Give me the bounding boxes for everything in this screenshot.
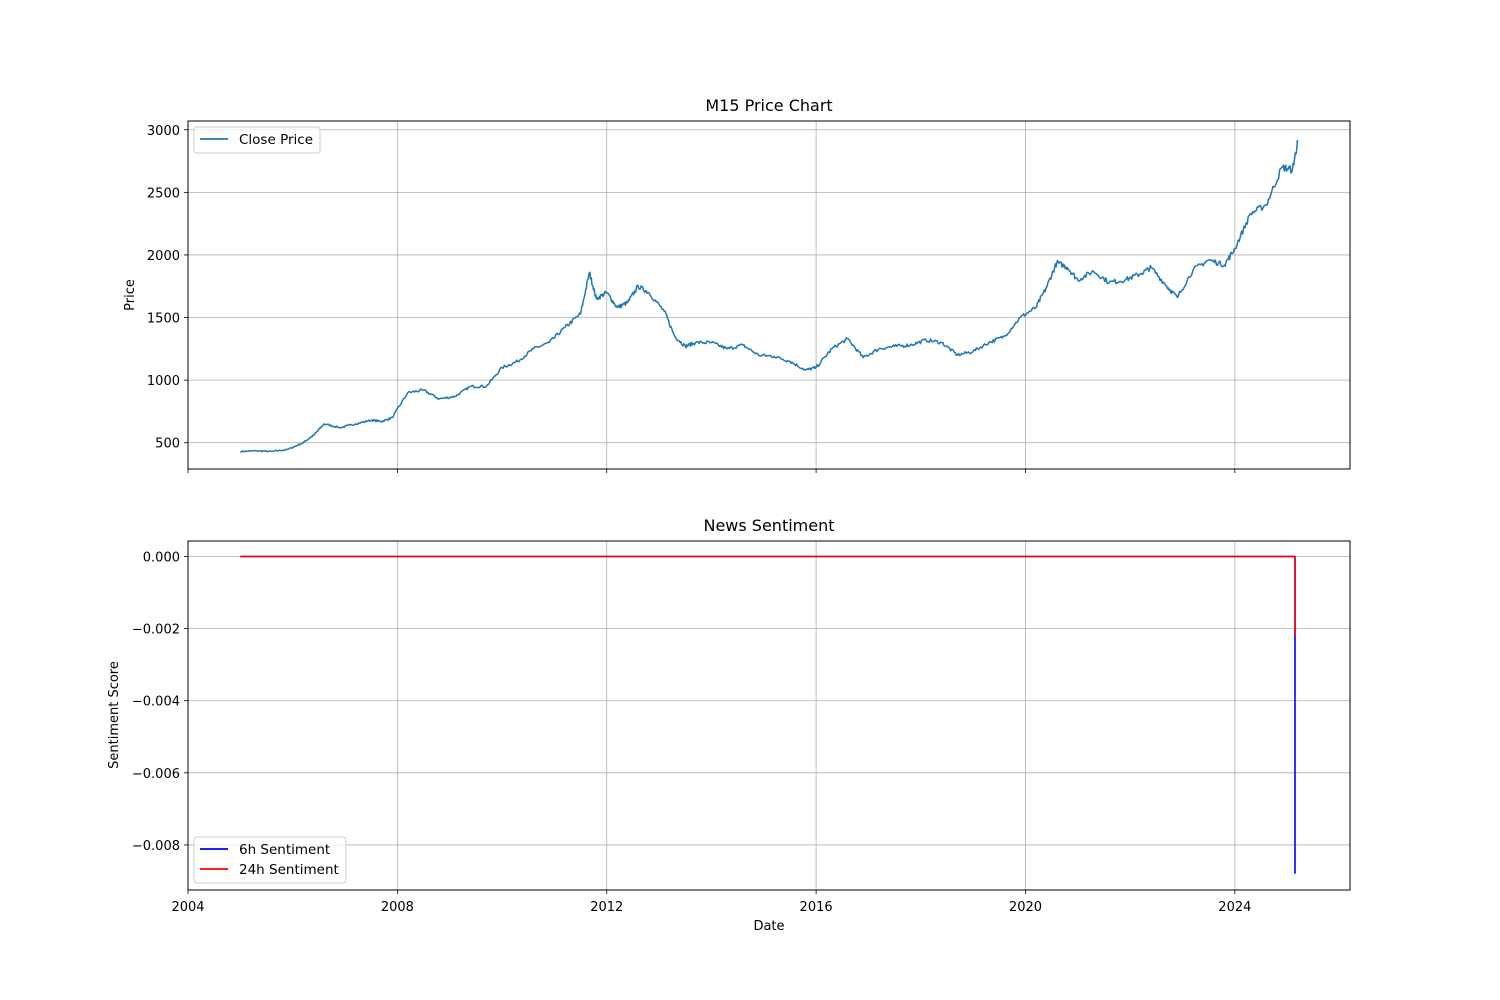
series-line-6h-sentiment <box>240 555 1296 874</box>
x-tick-label: 2020 <box>1009 900 1042 915</box>
sentiment-chart-x-label: Date <box>753 919 784 934</box>
sentiment-chart-series <box>240 555 1296 874</box>
y-tick-label: 0.000 <box>143 551 180 566</box>
sentiment-chart-y-ticks: 0.000 −0.002 −0.004 −0.006 −0.008 <box>132 551 188 854</box>
sentiment-chart-legend: 6h Sentiment 24h Sentiment <box>193 836 347 884</box>
x-tick-label: 2024 <box>1218 900 1251 915</box>
sentiment-chart-x-ticks: 2004 2008 2012 2016 2020 2024 <box>171 890 1251 915</box>
y-tick-label: 2000 <box>147 249 180 264</box>
y-tick-label: 500 <box>155 437 180 452</box>
x-tick-label: 2004 <box>171 900 204 915</box>
y-tick-label: 1000 <box>147 374 180 389</box>
price-chart-title: M15 Price Chart <box>705 96 832 115</box>
sentiment-chart-legend-box <box>193 836 347 884</box>
legend-label-6h-sentiment: 6h Sentiment <box>239 842 330 858</box>
price-chart-x-ticks <box>187 469 1236 473</box>
sentiment-chart: News Sentiment 2004 2008 2012 2016 2020 2024 … <box>107 516 1351 934</box>
price-chart-legend-box <box>193 126 321 154</box>
price-chart-grid <box>187 121 1350 469</box>
price-chart-legend: Close Price <box>193 126 321 154</box>
y-tick-label: 2500 <box>147 186 180 201</box>
x-tick-label: 2008 <box>381 900 414 915</box>
legend-label-24h-sentiment: 24h Sentiment <box>239 862 339 878</box>
sentiment-chart-title: News Sentiment <box>703 516 834 535</box>
x-tick-label: 2012 <box>590 900 623 915</box>
price-chart-y-ticks: 500 1000 1500 2000 2500 3000 <box>147 124 188 452</box>
sentiment-chart-y-label: Sentiment Score <box>107 661 122 769</box>
legend-label-close-price: Close Price <box>239 132 313 148</box>
y-tick-label: −0.002 <box>132 623 180 638</box>
x-tick-label: 2016 <box>800 900 833 915</box>
y-tick-label: 3000 <box>147 124 180 139</box>
y-tick-label: 1500 <box>147 312 180 327</box>
y-tick-label: −0.006 <box>132 767 180 782</box>
price-chart-series <box>240 140 1299 453</box>
y-tick-label: −0.004 <box>132 695 180 710</box>
price-chart-y-label: Price <box>123 279 138 311</box>
y-tick-label: −0.008 <box>132 839 180 854</box>
sentiment-chart-grid <box>187 541 1350 890</box>
price-chart: M15 Price Chart 50010001500200025003000 … <box>123 96 1351 473</box>
series-line-close-price <box>240 140 1299 453</box>
sentiment-chart-frame <box>187 540 1351 891</box>
price-chart-frame <box>187 120 1351 470</box>
series-line-24h-sentiment <box>240 555 1296 636</box>
